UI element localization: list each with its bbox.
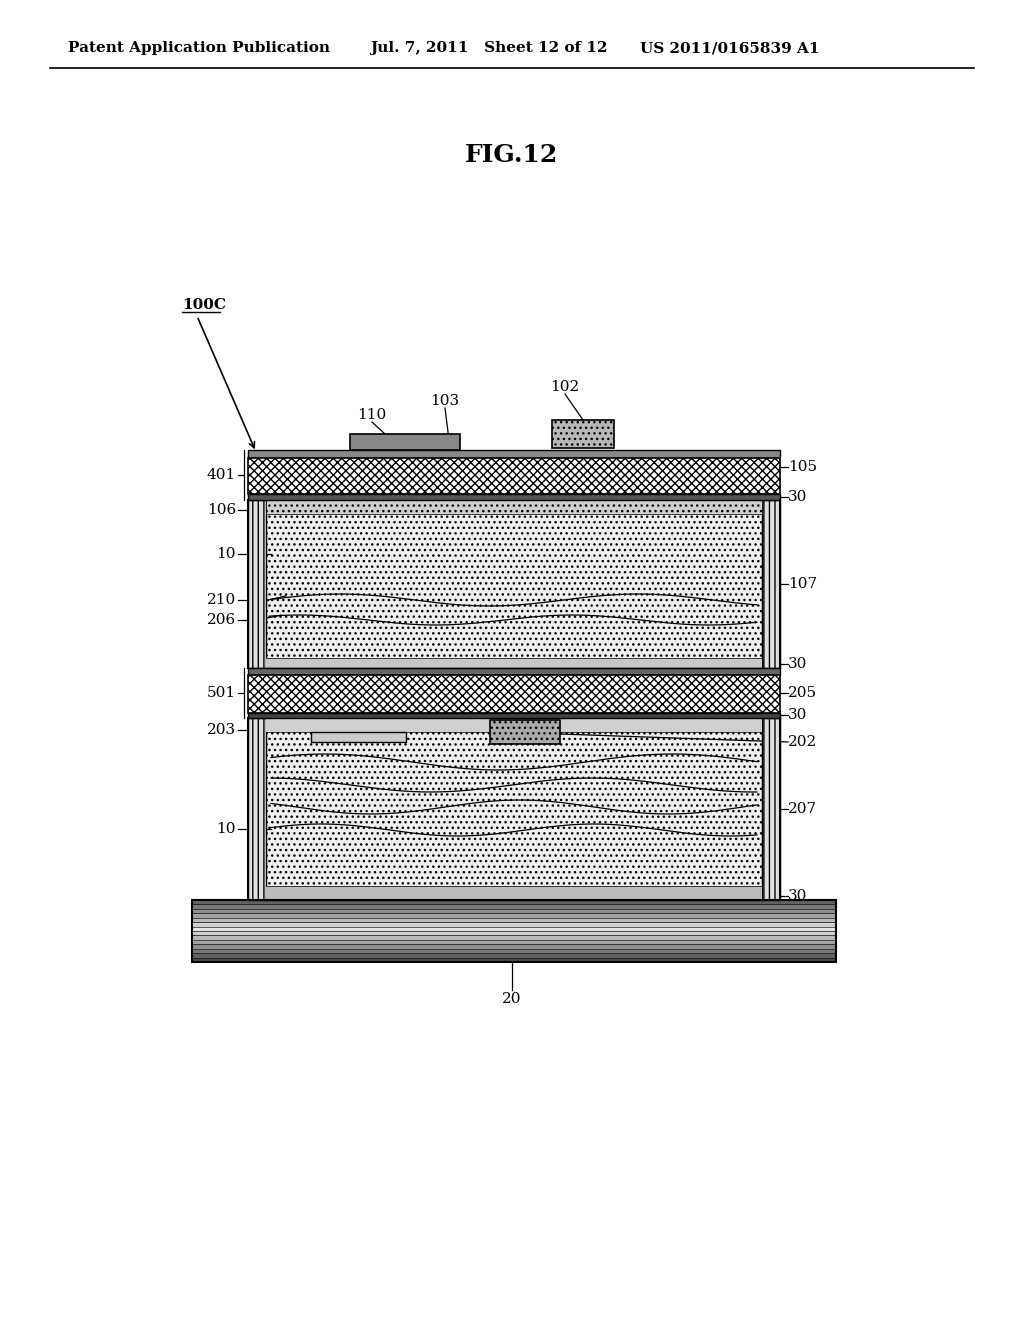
- Bar: [266, 886, 762, 900]
- Text: 10: 10: [216, 546, 236, 561]
- Bar: [552, 420, 614, 447]
- Text: 106: 106: [207, 503, 236, 517]
- Text: 206: 206: [207, 612, 236, 627]
- Text: 20: 20: [502, 993, 522, 1006]
- Text: 202: 202: [788, 735, 817, 748]
- Text: US 2011/0165839 A1: US 2011/0165839 A1: [640, 41, 819, 55]
- Text: 30: 30: [788, 657, 807, 671]
- Bar: [193, 931, 836, 936]
- Bar: [266, 718, 762, 733]
- Bar: [248, 675, 780, 713]
- Text: 501: 501: [207, 686, 236, 700]
- Bar: [193, 899, 836, 904]
- Bar: [193, 913, 836, 917]
- Text: 10: 10: [216, 822, 236, 836]
- Bar: [248, 450, 780, 458]
- Bar: [193, 940, 836, 944]
- Bar: [248, 458, 780, 494]
- Text: 203: 203: [207, 723, 236, 737]
- Text: 110: 110: [357, 408, 387, 422]
- Bar: [193, 904, 836, 909]
- Bar: [248, 713, 780, 718]
- Text: 207: 207: [788, 803, 817, 816]
- Bar: [193, 921, 836, 927]
- Bar: [193, 944, 836, 949]
- Text: 30: 30: [788, 888, 807, 903]
- Text: Jul. 7, 2011   Sheet 12 of 12: Jul. 7, 2011 Sheet 12 of 12: [370, 41, 607, 55]
- Text: 103: 103: [430, 393, 460, 408]
- Text: 30: 30: [788, 490, 807, 504]
- Bar: [490, 719, 560, 744]
- Bar: [193, 908, 836, 913]
- Bar: [266, 657, 762, 668]
- Bar: [311, 733, 406, 742]
- Text: FIG.12: FIG.12: [465, 143, 559, 168]
- Text: 102: 102: [550, 380, 580, 393]
- Text: 210: 210: [207, 593, 236, 607]
- Bar: [248, 668, 780, 675]
- Text: 30: 30: [788, 708, 807, 722]
- Bar: [762, 718, 780, 900]
- Bar: [248, 500, 266, 668]
- Bar: [193, 935, 836, 940]
- Bar: [248, 494, 780, 500]
- Text: 107: 107: [788, 577, 817, 591]
- Bar: [762, 500, 780, 668]
- Bar: [266, 718, 762, 900]
- Bar: [193, 957, 836, 962]
- Bar: [266, 500, 762, 668]
- Text: Patent Application Publication: Patent Application Publication: [68, 41, 330, 55]
- Bar: [193, 953, 836, 957]
- Text: 401: 401: [207, 469, 236, 482]
- Text: 100C: 100C: [182, 298, 226, 312]
- Bar: [193, 917, 836, 923]
- Text: 105: 105: [788, 459, 817, 474]
- Text: 205: 205: [788, 686, 817, 700]
- Bar: [266, 500, 762, 513]
- Bar: [193, 948, 836, 953]
- Bar: [248, 718, 266, 900]
- Bar: [350, 434, 460, 450]
- Bar: [193, 927, 836, 931]
- Bar: [193, 900, 836, 962]
